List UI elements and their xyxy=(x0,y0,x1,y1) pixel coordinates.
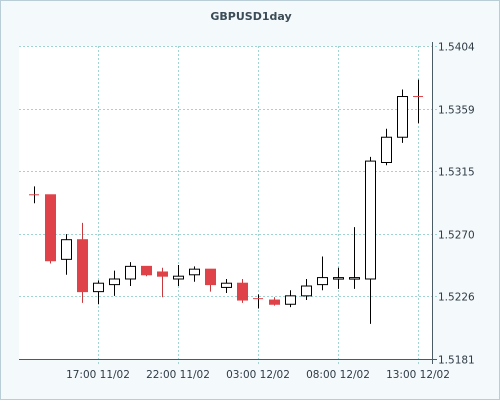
candle xyxy=(253,294,263,309)
plot-area xyxy=(19,46,432,359)
axes xyxy=(19,42,437,364)
candle xyxy=(397,89,408,143)
candle-body xyxy=(301,285,312,297)
axis-labels: 1.5181 1.5226 1.5270 1.5315 1.5359 1.5404 17:0… xyxy=(66,42,475,382)
candle-body xyxy=(61,239,72,260)
y-tick-label: 1.5359 xyxy=(438,105,475,117)
candle-body xyxy=(141,265,152,276)
candle-body xyxy=(205,268,216,286)
y-tick-label: 1.5270 xyxy=(438,230,475,242)
candle xyxy=(365,156,376,324)
y-tick-label: 1.5181 xyxy=(438,355,475,367)
candle xyxy=(109,270,120,296)
candle xyxy=(189,266,200,282)
candle xyxy=(381,128,392,166)
candle xyxy=(301,278,312,301)
candle xyxy=(269,297,280,306)
candle-body xyxy=(269,299,280,305)
x-tick-label: 22:00 11/02 xyxy=(146,369,210,381)
chart-title: GBPUSD1day xyxy=(210,10,292,23)
x-tick-label: 08:00 12/02 xyxy=(306,369,370,381)
y-tick-label: 1.5404 xyxy=(438,42,475,54)
x-tick-label: 03:00 12/02 xyxy=(226,369,290,381)
candle xyxy=(61,234,72,275)
candle xyxy=(349,227,360,289)
x-tick-label: 17:00 11/02 xyxy=(66,369,130,381)
candle-body xyxy=(125,265,136,280)
candle-body xyxy=(109,278,120,286)
candle xyxy=(141,265,152,277)
x-tick-label: 13:00 12/02 xyxy=(386,369,450,381)
candle xyxy=(29,186,39,204)
candle-body xyxy=(317,277,328,286)
candle-body xyxy=(237,282,248,301)
candle-body xyxy=(173,275,184,280)
candle-body xyxy=(365,160,376,280)
candle xyxy=(77,222,88,303)
candle xyxy=(157,267,168,298)
candle xyxy=(285,290,296,308)
candle-body xyxy=(189,268,200,276)
candle xyxy=(93,280,104,305)
candle xyxy=(221,278,232,294)
candle-body xyxy=(333,277,344,280)
candle xyxy=(317,256,328,291)
candle-body xyxy=(349,277,360,280)
candle xyxy=(237,278,248,303)
candle xyxy=(173,264,184,287)
candle-body xyxy=(285,295,296,305)
candle-body xyxy=(381,136,392,163)
candle-body xyxy=(93,282,104,293)
candle-body xyxy=(221,282,232,288)
y-tick-label: 1.5226 xyxy=(438,292,475,304)
y-tick-label: 1.5315 xyxy=(438,167,475,179)
candle xyxy=(205,268,216,292)
candle-body xyxy=(397,96,408,138)
candle xyxy=(125,262,136,287)
candle xyxy=(333,267,344,289)
candle-body xyxy=(77,239,88,293)
candle xyxy=(413,79,423,124)
candle-body xyxy=(45,194,56,262)
candle xyxy=(45,194,56,264)
candle-body xyxy=(157,271,168,277)
candles xyxy=(29,79,423,324)
